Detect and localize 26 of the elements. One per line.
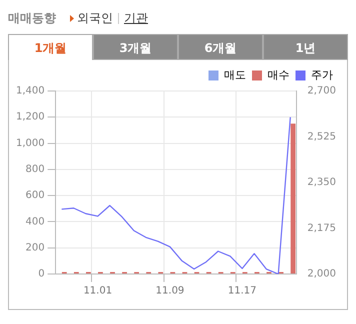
y-tick-label: 400 bbox=[26, 216, 45, 228]
y-tick-label: 600 bbox=[26, 190, 45, 202]
y-tick-label: 200 bbox=[26, 242, 45, 254]
x-tick-label: 11.01 bbox=[83, 286, 112, 297]
y-tick-label: 1,200 bbox=[16, 112, 45, 123]
y2-tick-label: 2,525 bbox=[307, 131, 336, 142]
y-tick-label: 0 bbox=[38, 268, 45, 280]
x-tick-label: 11.17 bbox=[228, 286, 257, 297]
legend-label: 매수 bbox=[268, 68, 290, 82]
x-tick-label: 11.09 bbox=[156, 286, 184, 297]
text: 외국인 bbox=[77, 10, 113, 26]
text: 3개월 bbox=[93, 34, 178, 60]
y-tick-label: 1,000 bbox=[16, 138, 45, 149]
y2-tick-label: 2,000 bbox=[307, 268, 336, 280]
y-tick-label: 800 bbox=[26, 164, 45, 176]
legend-label: 주가 bbox=[311, 68, 333, 82]
text: 6개월 bbox=[178, 34, 263, 60]
text: 1년 bbox=[263, 34, 348, 60]
y2-tick-label: 2,700 bbox=[307, 86, 336, 97]
y2-tick-label: 2,175 bbox=[307, 222, 336, 234]
y2-tick-label: 2,350 bbox=[307, 177, 336, 188]
legend-label: 매도 bbox=[224, 68, 246, 82]
text: 기관 bbox=[124, 10, 148, 26]
chart-title: 매매동향 bbox=[8, 10, 56, 26]
text: 1개월 bbox=[8, 34, 93, 60]
y-tick-label: 1,400 bbox=[16, 86, 45, 97]
